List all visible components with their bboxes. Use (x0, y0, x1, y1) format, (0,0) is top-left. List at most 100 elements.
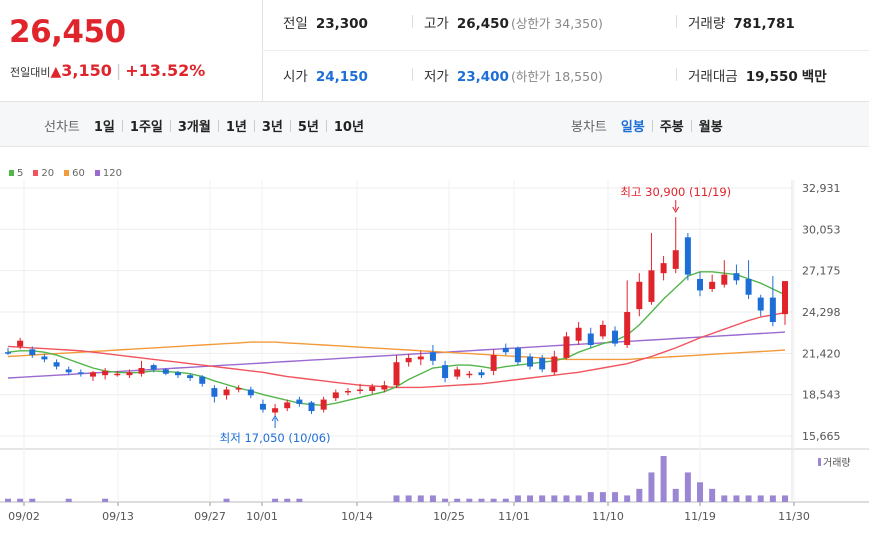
candle-body (575, 327, 582, 341)
volume-bar (612, 492, 619, 502)
volume-bar (624, 495, 631, 502)
candle-body (332, 392, 339, 399)
volume-bar (490, 498, 497, 502)
current-price: 26,450 (9, 14, 126, 50)
candle-body (648, 270, 655, 302)
candle-body (41, 356, 48, 360)
x-tick-label: 09/27 (194, 510, 226, 523)
candle-body (174, 372, 181, 376)
candle-body (745, 278, 752, 295)
range-3y[interactable]: 3년 (261, 120, 283, 135)
candle-body (272, 408, 279, 413)
chart-toolbar: 선차트 1일 1주일 3개월 1년 3년 5년 10년 봉차트 일봉 주봉 월봉 (0, 102, 869, 147)
high-price: 고가 26,450 (상한가 34,350) (424, 12, 603, 32)
candle-body (5, 352, 11, 354)
candle-body (65, 369, 72, 373)
range-1d[interactable]: 1일 (93, 120, 115, 135)
divider (325, 120, 327, 132)
divider (169, 120, 171, 132)
ma60-line (7, 341, 786, 361)
volume-bar (648, 472, 655, 502)
volume-bar (296, 498, 303, 502)
x-tick-label: 09/02 (8, 510, 40, 523)
candle-body (405, 357, 412, 363)
volume-bar (466, 498, 473, 502)
range-3m[interactable]: 3개월 (177, 120, 211, 135)
candle-body (587, 333, 594, 346)
legend-label: 20 (41, 168, 55, 179)
low-label: 저가 (424, 69, 449, 85)
candle-body (514, 347, 521, 363)
change-percent: +13.52% (125, 61, 206, 80)
candle-body (429, 352, 436, 361)
y-tick-label: 32,931 (802, 182, 841, 195)
legend-swatch (64, 170, 70, 176)
candle-weekly[interactable]: 주봉 (659, 120, 684, 135)
y-tick-label: 24,298 (802, 306, 841, 319)
candle-body (527, 356, 534, 367)
range-10y[interactable]: 10년 (333, 120, 364, 135)
divider (253, 120, 255, 132)
open-label: 시가 (283, 69, 308, 85)
candle-body (284, 402, 291, 409)
candle-body (320, 399, 327, 410)
y-tick-label: 21,420 (802, 347, 841, 360)
volume-bar (782, 495, 788, 502)
volume-legend-swatch (818, 458, 821, 466)
volume-bar (417, 495, 424, 502)
divider (676, 68, 677, 81)
amount-unit: 백만 (801, 69, 827, 85)
high-arrow-head (672, 206, 680, 213)
up-arrow-icon: ▲ (50, 64, 62, 80)
candle-body (114, 373, 121, 376)
candle-body (247, 389, 254, 396)
change-label: 전일대비 (10, 66, 51, 79)
volume-bar (539, 495, 546, 502)
volume-bar (769, 495, 776, 502)
candle-body (223, 389, 230, 396)
candle-body (235, 388, 242, 390)
prev-close-value: 23,300 (315, 16, 368, 32)
prev-close-label: 전일 (283, 16, 308, 32)
volume-bar (478, 498, 485, 502)
candle-body (53, 362, 60, 367)
candle-body (442, 365, 449, 379)
volume-bar (65, 498, 72, 502)
trade-amount: 거래대금 19,550 백만 (688, 65, 827, 85)
volume-bar (721, 495, 728, 502)
open-price: 시가 24,150 (283, 65, 368, 85)
volume-bar (587, 492, 594, 502)
legend-label: 120 (102, 168, 122, 179)
change-value: 3,150 (61, 61, 112, 80)
x-tick-label: 11/30 (778, 510, 810, 523)
range-5y[interactable]: 5년 (297, 120, 319, 135)
volume-bar (563, 495, 570, 502)
candle-body (138, 367, 145, 374)
legend-ma5: 5 (9, 168, 23, 179)
candle-body (599, 324, 606, 337)
candle-body (259, 403, 266, 410)
volume-bar (272, 498, 279, 502)
candle-body (624, 311, 631, 346)
line-chart-group: 선차트 1일 1주일 3개월 1년 3년 5년 10년 (44, 116, 364, 135)
candle-body (563, 336, 570, 358)
high-value: 26,450 (456, 16, 509, 32)
divider (289, 120, 291, 132)
candle-daily[interactable]: 일봉 (620, 120, 645, 135)
candle-body (17, 340, 24, 347)
volume-bar (527, 495, 534, 502)
volume-value: 781,781 (733, 16, 795, 32)
volume-bar (660, 456, 667, 502)
range-1w[interactable]: 1주일 (129, 120, 163, 135)
range-1y[interactable]: 1년 (225, 120, 247, 135)
candle-body (660, 263, 667, 274)
volume-bar (745, 495, 752, 502)
candle-body (709, 281, 716, 289)
candle-body (782, 281, 788, 315)
lower-limit: (하한가 18,550) (510, 69, 603, 84)
candle-body (502, 347, 509, 353)
volume-bar (672, 488, 679, 502)
x-tick-label: 10/25 (433, 510, 465, 523)
candle-monthly[interactable]: 월봉 (698, 120, 723, 135)
